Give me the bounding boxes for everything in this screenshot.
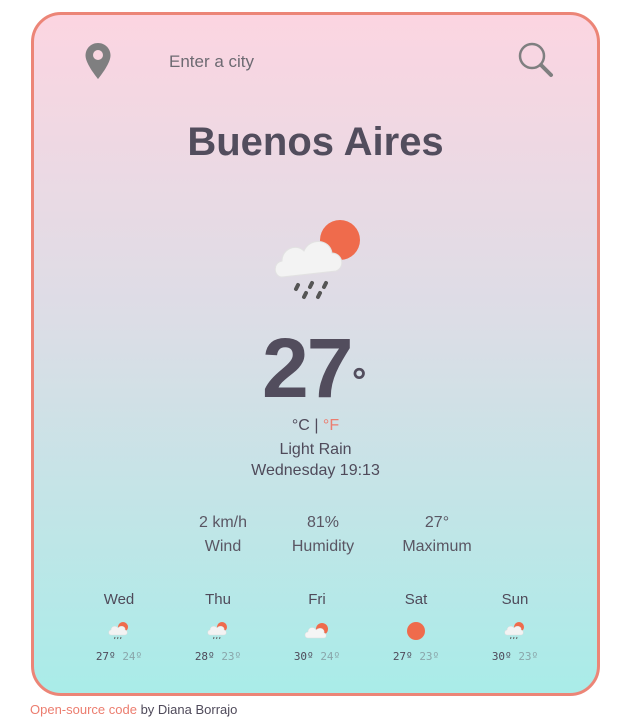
forecast-temps: 28º 23º <box>178 650 258 663</box>
unit-separator: | <box>314 417 319 434</box>
stat-label: Maximum <box>402 538 472 555</box>
forecast-min: 23º <box>419 650 440 663</box>
weather-card: Buenos Aires 27 ° °C | °F Light Rain Wed… <box>31 12 600 696</box>
forecast-day-name: Sun <box>501 591 529 608</box>
city-search-input[interactable] <box>169 49 469 75</box>
forecast-max: 27º <box>95 650 116 663</box>
forecast-max: 30º <box>293 650 314 663</box>
cloud-sun-rain-icon <box>274 220 360 299</box>
forecast-min: 23º <box>518 650 539 663</box>
forecast-temps: 27º 23º <box>376 650 456 663</box>
stat-humidity: 81% Humidity <box>263 511 383 559</box>
fahrenheit-link[interactable]: °F <box>322 417 340 434</box>
footer-credit: by Diana Borrajo <box>136 702 238 717</box>
stat-wind: 2 km/h Wind <box>163 511 283 559</box>
forecast-day: Sat 27º 23º <box>376 591 456 663</box>
forecast-max: 28º <box>194 650 215 663</box>
forecast-max: 30º <box>491 650 512 663</box>
city-title: Buenos Aires <box>187 120 444 164</box>
stat-label: Wind <box>204 538 242 555</box>
cloud-sun-rain-icon <box>178 616 258 646</box>
forecast-day-name: Wed <box>103 591 135 608</box>
stat-maximum: 27° Maximum <box>377 511 497 559</box>
cloud-sun-icon <box>277 616 357 646</box>
forecast-day-name: Fri <box>308 591 326 608</box>
weather-description: Light Rain <box>279 441 352 458</box>
forecast-min: 24º <box>320 650 341 663</box>
source-code-link[interactable]: Open-source code <box>30 702 137 717</box>
current-temperature: 27 <box>262 321 353 415</box>
forecast-day: Fri 30º 24º <box>277 591 357 663</box>
location-pin-icon[interactable] <box>84 42 112 80</box>
forecast-min: 24º <box>122 650 143 663</box>
stat-value: 2 km/h <box>198 514 247 531</box>
cloud-sun-rain-icon <box>475 616 555 646</box>
search-icon[interactable] <box>517 41 555 79</box>
forecast-min: 23º <box>221 650 242 663</box>
cloud-sun-rain-icon <box>79 616 159 646</box>
forecast-temps: 30º 23º <box>475 650 555 663</box>
sun-icon <box>376 616 456 646</box>
forecast-day: Sun 30º 23º <box>475 591 555 663</box>
forecast-day-name: Thu <box>205 591 231 608</box>
forecast-temps: 27º 24º <box>79 650 159 663</box>
footer: Open-source code by Diana Borrajo <box>30 702 237 717</box>
celsius-unit[interactable]: °C <box>291 417 310 434</box>
date-time: Wednesday 19:13 <box>251 462 380 479</box>
unit-toggle: °C | °F <box>34 417 597 435</box>
forecast-max: 27º <box>392 650 413 663</box>
forecast-day: Wed 27º 24º <box>79 591 159 663</box>
degree-symbol: ° <box>352 360 367 401</box>
stat-value: 27° <box>424 514 450 531</box>
stat-label: Humidity <box>291 538 355 555</box>
forecast-day-name: Sat <box>404 591 428 608</box>
stat-value: 81% <box>306 514 340 531</box>
forecast-temps: 30º 24º <box>277 650 357 663</box>
forecast-day: Thu 28º 23º <box>178 591 258 663</box>
